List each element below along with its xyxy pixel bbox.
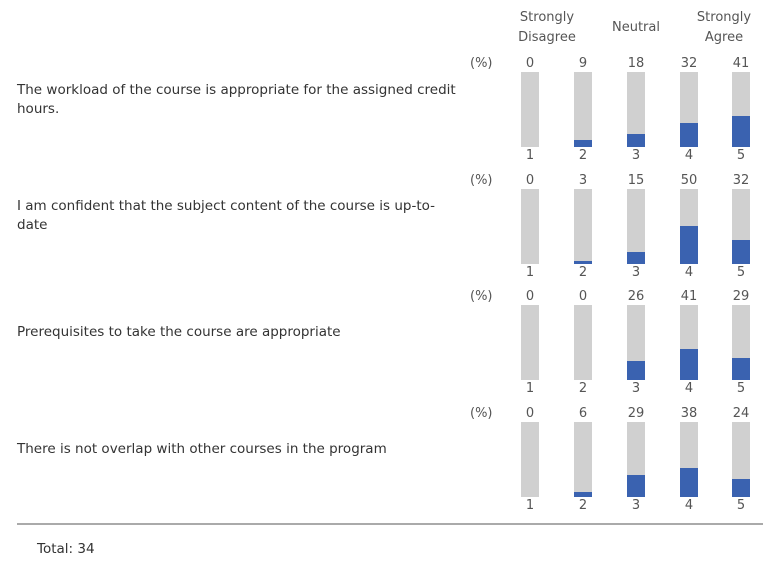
header-high: Strongly Agree bbox=[696, 10, 752, 45]
scale-label: 4 bbox=[684, 381, 694, 396]
unit-label: (%) bbox=[470, 172, 493, 188]
bar-track bbox=[574, 421, 592, 497]
total: Total: 34 bbox=[37, 541, 95, 557]
percent-label: 41 bbox=[732, 56, 750, 71]
percent-label: 0 bbox=[525, 56, 535, 71]
percent-label: 18 bbox=[627, 56, 645, 71]
header-low: Strongly Disagree bbox=[518, 10, 576, 45]
bar bbox=[732, 478, 750, 497]
bar-track bbox=[521, 188, 539, 264]
percent-label: 3 bbox=[578, 172, 588, 188]
unit-label: (%) bbox=[470, 289, 493, 304]
percent-label: 29 bbox=[627, 405, 645, 421]
percent-label: 38 bbox=[680, 405, 698, 421]
percent-label: 24 bbox=[732, 405, 750, 421]
question-text: I am confident that the subject content … bbox=[17, 198, 436, 233]
header-mid: Neutral bbox=[612, 20, 660, 35]
scale-label: 4 bbox=[684, 497, 694, 513]
bar-track bbox=[627, 72, 645, 147]
bar-track bbox=[574, 72, 592, 147]
scale-label: 3 bbox=[631, 497, 641, 513]
percent-label: 41 bbox=[680, 289, 698, 304]
percent-label: 50 bbox=[680, 172, 698, 188]
scale-label: 1 bbox=[525, 497, 535, 513]
percent-label: 0 bbox=[525, 405, 535, 421]
percent-label: 0 bbox=[525, 289, 535, 304]
unit-label: (%) bbox=[470, 405, 493, 421]
bar bbox=[680, 349, 698, 380]
unit-label: (%) bbox=[470, 56, 493, 71]
bar bbox=[732, 116, 750, 147]
scale-label: 5 bbox=[736, 264, 746, 280]
bar bbox=[680, 123, 698, 147]
bar-track bbox=[521, 421, 539, 497]
bar bbox=[680, 468, 698, 497]
bar bbox=[574, 261, 592, 264]
scale-label: 2 bbox=[578, 148, 588, 163]
percent-label: 29 bbox=[732, 289, 750, 304]
scale-label: 5 bbox=[736, 497, 746, 513]
scale-label: 3 bbox=[631, 381, 641, 396]
percent-label: 9 bbox=[578, 56, 588, 71]
bar bbox=[732, 239, 750, 264]
bar bbox=[574, 140, 592, 147]
bar-track bbox=[732, 421, 750, 497]
question-text: There is not overlap with other courses … bbox=[17, 440, 387, 457]
scale-label: 2 bbox=[578, 497, 588, 513]
bar-track bbox=[521, 305, 539, 380]
percent-label: 26 bbox=[627, 289, 645, 304]
total-value: 34 bbox=[77, 541, 95, 557]
bar-track bbox=[627, 188, 645, 264]
percent-label: 0 bbox=[525, 172, 535, 188]
percent-label: 15 bbox=[627, 172, 645, 188]
percent-label: 6 bbox=[578, 405, 588, 421]
scale-label: 1 bbox=[525, 381, 535, 396]
bar bbox=[627, 252, 645, 264]
scale-label: 3 bbox=[631, 264, 641, 280]
percent-label: 0 bbox=[578, 289, 588, 304]
bar bbox=[574, 492, 592, 497]
bar-track bbox=[521, 72, 539, 147]
bar bbox=[627, 133, 645, 147]
bar bbox=[627, 360, 645, 380]
bar bbox=[680, 226, 698, 264]
scale-label: 4 bbox=[684, 148, 694, 163]
scale-label: 2 bbox=[578, 264, 588, 280]
percent-label: 32 bbox=[680, 56, 698, 71]
bar bbox=[627, 474, 645, 497]
scale-label: 5 bbox=[736, 381, 746, 396]
separator bbox=[17, 523, 763, 525]
bar-track bbox=[574, 305, 592, 380]
total-label: Total: bbox=[37, 541, 74, 557]
scale-label: 1 bbox=[525, 264, 535, 280]
percent-label: 32 bbox=[732, 172, 750, 188]
scale-label: 1 bbox=[525, 148, 535, 163]
bar-track bbox=[574, 188, 592, 264]
scale-label: 4 bbox=[684, 264, 694, 280]
scale-label: 3 bbox=[631, 148, 641, 163]
scale-label: 5 bbox=[736, 148, 746, 163]
question-text: Prerequisites to take the course are app… bbox=[17, 324, 341, 340]
bar bbox=[732, 358, 750, 380]
scale-label: 2 bbox=[578, 381, 588, 396]
question-text: The workload of the course is appropriat… bbox=[17, 81, 456, 117]
